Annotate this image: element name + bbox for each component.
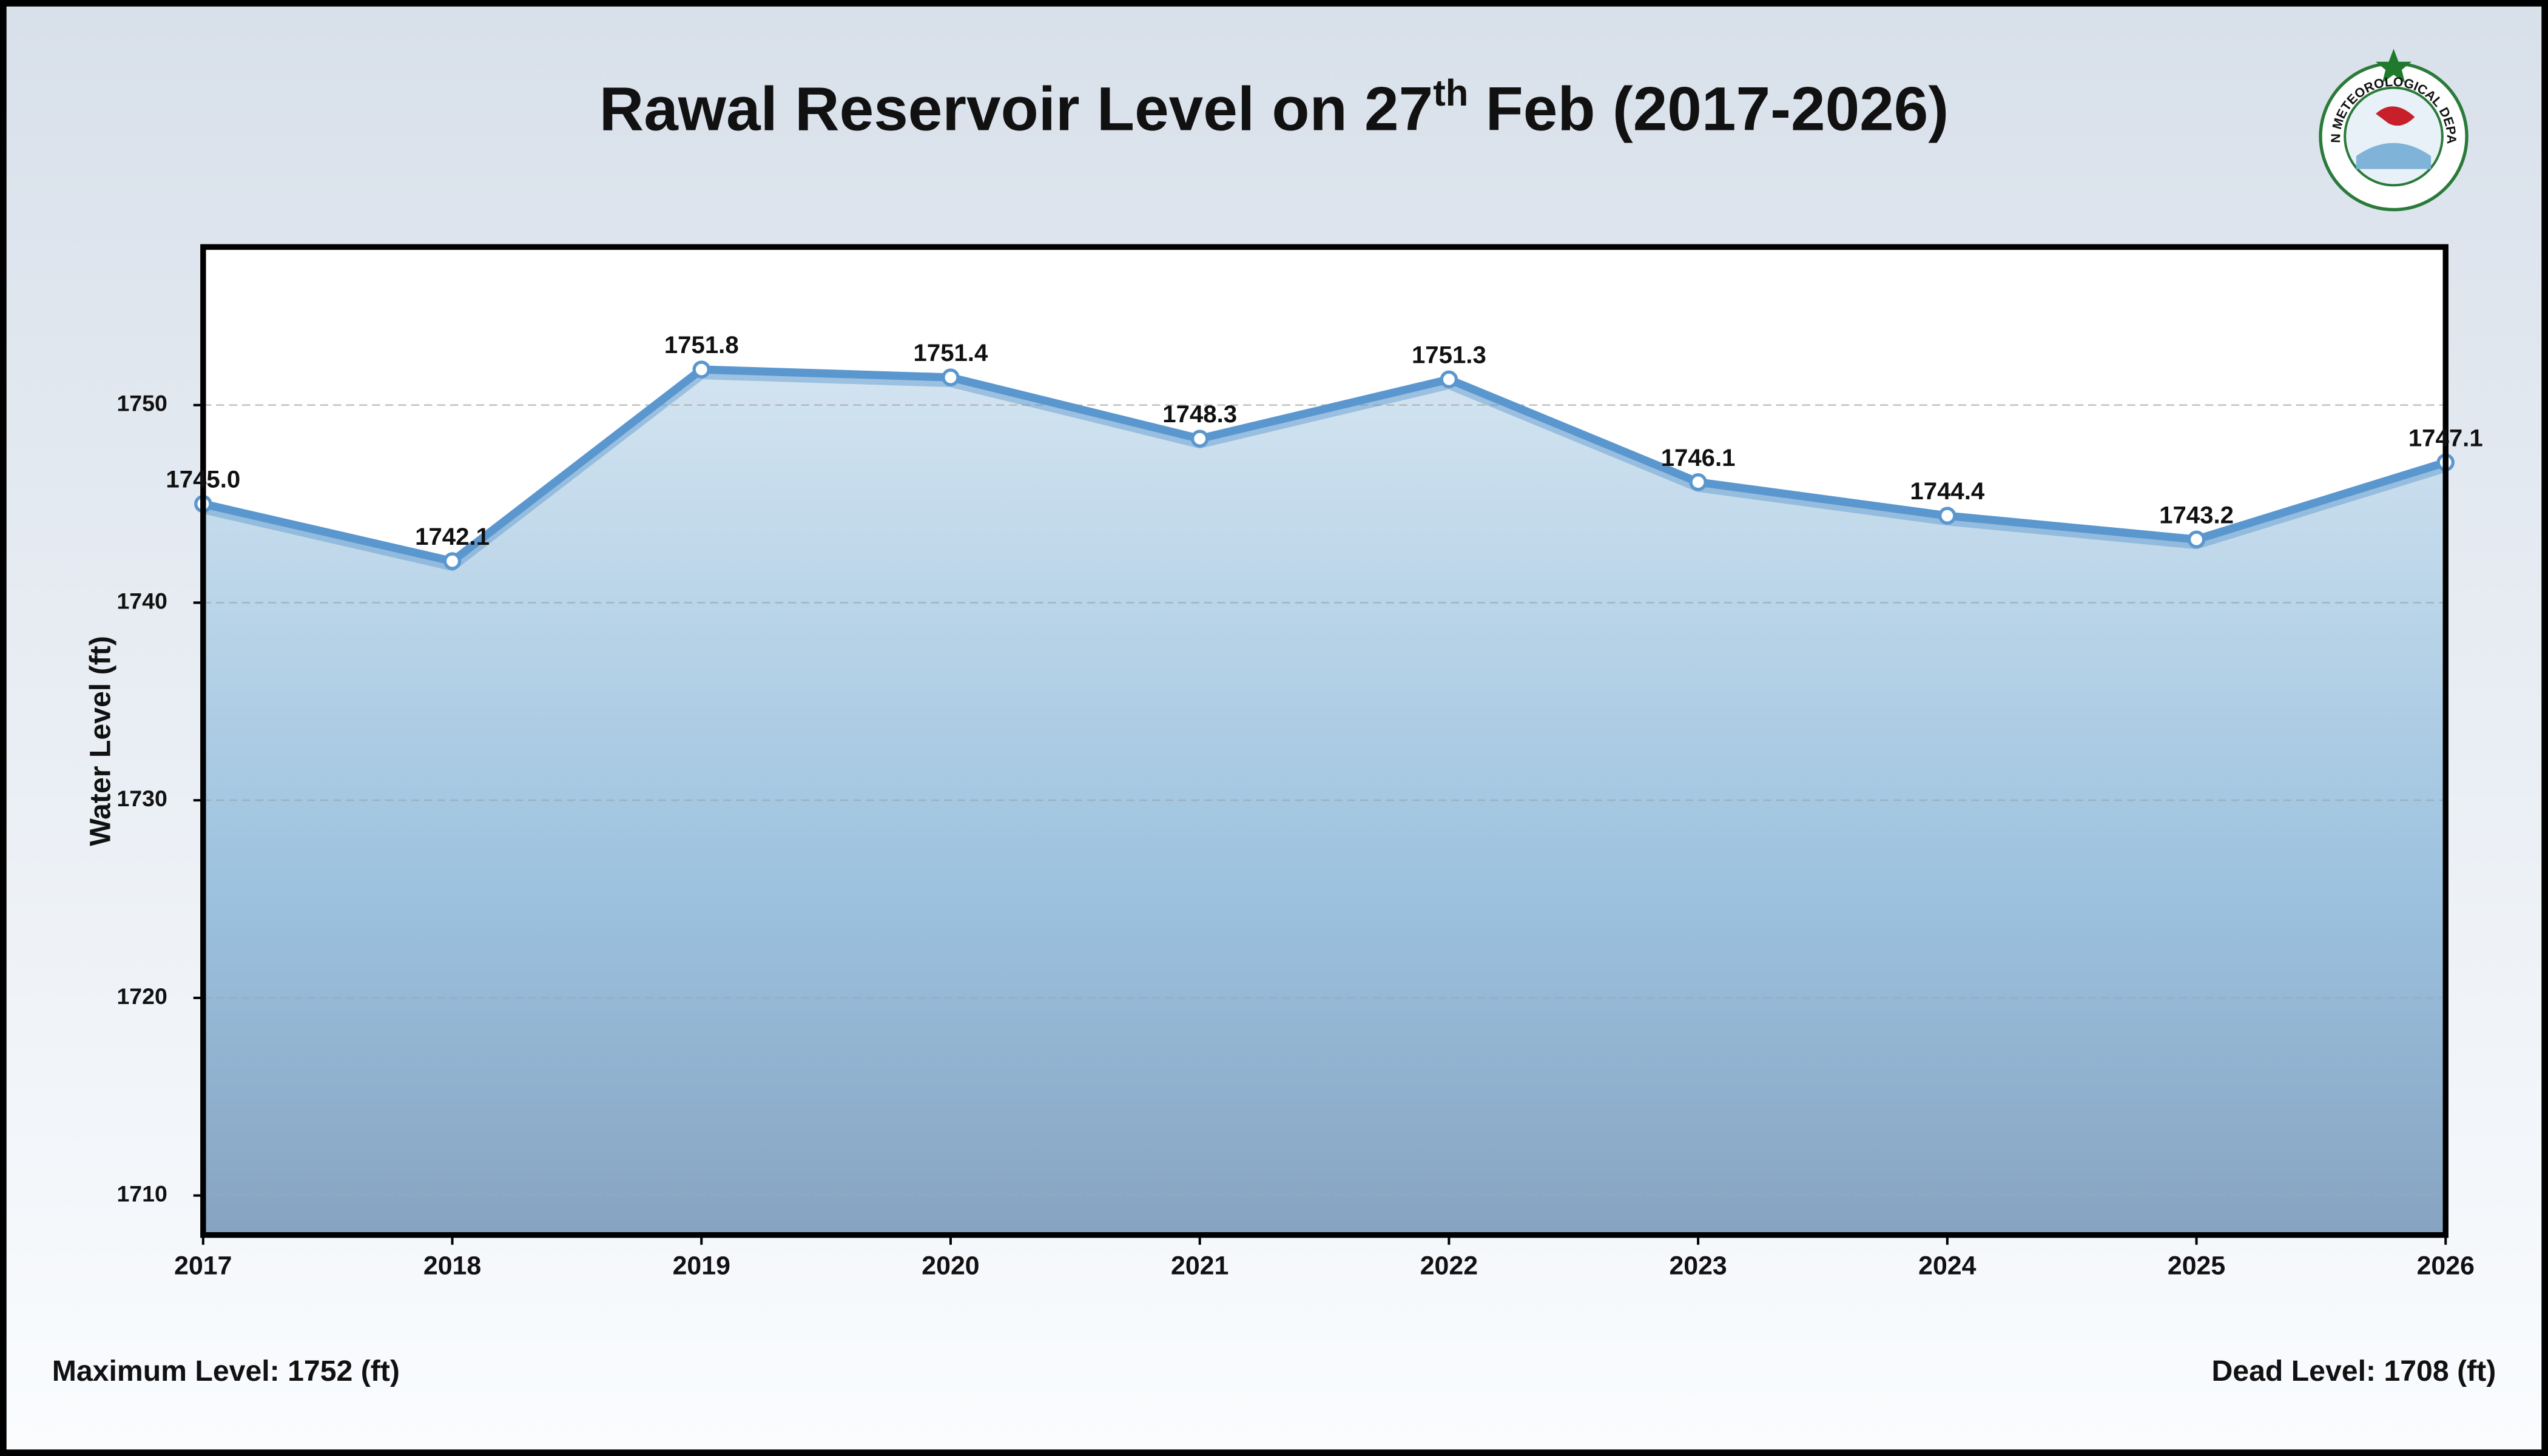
point (443, 552, 462, 570)
data-label: 1743.2 (2159, 501, 2234, 528)
y-tick-label: 1750 (116, 391, 167, 416)
data-label: 1745.0 (166, 466, 240, 493)
point (1190, 430, 1209, 448)
point (942, 368, 960, 386)
data-label: 1751.4 (914, 339, 988, 366)
y-tick-label: 1730 (116, 786, 167, 811)
x-tick-label: 2018 (423, 1252, 481, 1281)
point (1440, 370, 1458, 389)
data-label: 1746.1 (1661, 444, 1736, 471)
x-tick-label: 2021 (1171, 1252, 1228, 1281)
x-tick-label: 2019 (673, 1252, 730, 1281)
data-label: 1751.8 (664, 331, 739, 359)
x-tick-label: 2025 (2168, 1252, 2225, 1281)
y-axis-label: Water Level (ft) (84, 636, 116, 846)
y-tick-label: 1740 (116, 588, 167, 613)
point (1938, 507, 1956, 525)
data-label: 1751.3 (1412, 341, 1486, 368)
line (202, 365, 2447, 565)
x-tick-label: 2023 (1669, 1252, 1727, 1281)
x-tick-label: 2022 (1420, 1252, 1478, 1281)
annotation: Dead Level: 1708 (ft) (2211, 1355, 2496, 1387)
chart-title: Rawal Reservoir Level on 27th Feb (2017-… (599, 72, 1949, 143)
y-tick-label: 1710 (116, 1181, 167, 1206)
annotation: Maximum Level: 1752 (ft) (52, 1355, 400, 1387)
x-tick-label: 2017 (174, 1252, 232, 1281)
data-label: 1744.4 (1910, 477, 1984, 505)
data-label: 1747.1 (2408, 424, 2483, 451)
y-tick-label: 1720 (116, 983, 167, 1009)
point (692, 360, 710, 379)
plot-frame (200, 244, 2449, 1238)
data-label: 1742.1 (415, 523, 490, 550)
area (203, 369, 2446, 1235)
point (1689, 473, 1707, 491)
x-tick-label: 2026 (2417, 1252, 2475, 1281)
point (2187, 530, 2206, 548)
x-tick-label: 2024 (1918, 1252, 1976, 1281)
x-tick-label: 2020 (922, 1252, 979, 1281)
data-label: 1748.3 (1162, 400, 1237, 428)
